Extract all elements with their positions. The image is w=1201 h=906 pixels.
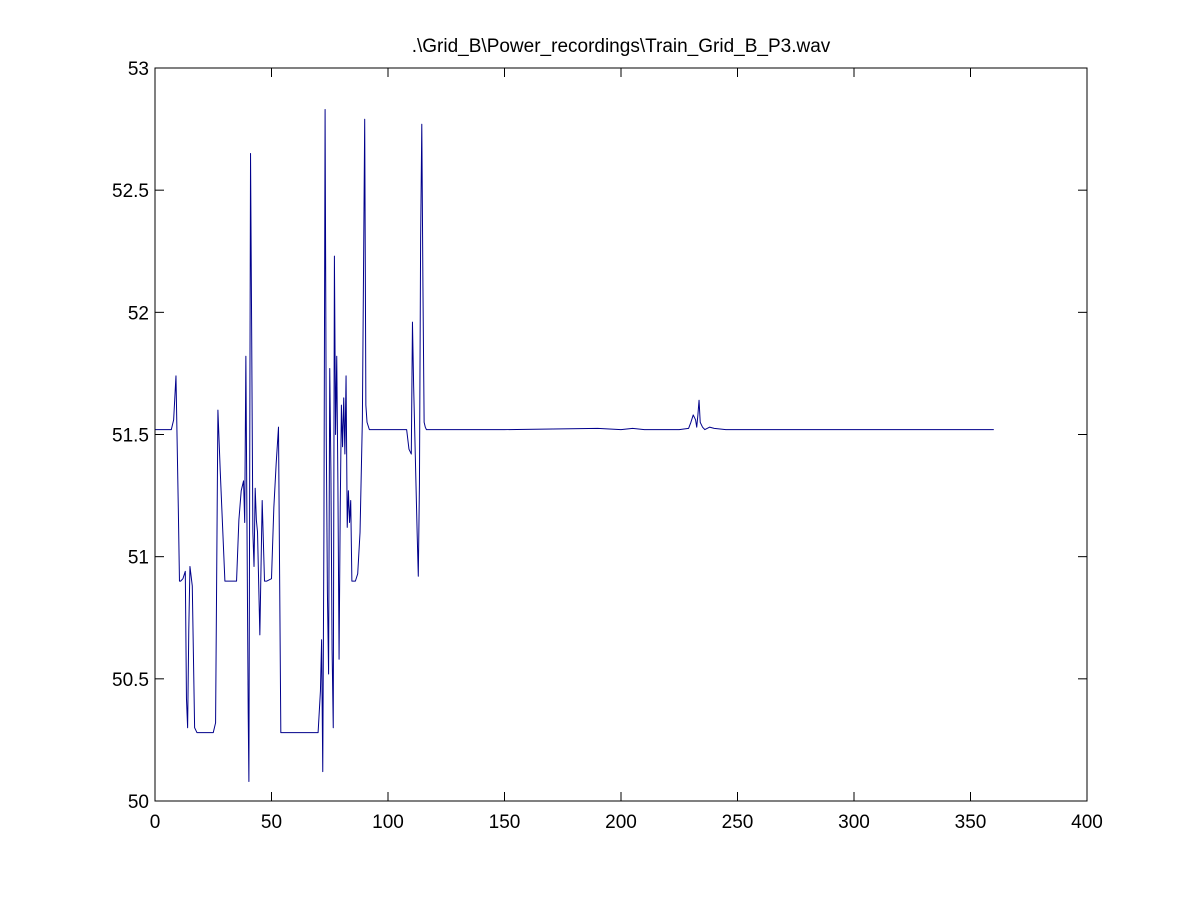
y-tick-label: 51.5 xyxy=(112,426,149,447)
tick-layer: 0 50 100 150 200 250 300 350 4005050.55151.55252… xyxy=(112,59,1103,833)
y-tick-label: 50.5 xyxy=(112,670,149,691)
plot-background xyxy=(155,68,1087,801)
series-line-0 xyxy=(155,109,994,782)
x-tick-label: 150 xyxy=(489,812,521,833)
y-tick-label: 53 xyxy=(128,59,149,80)
x-tick-label: 100 xyxy=(372,812,404,833)
y-tick-label: 50 xyxy=(128,792,149,813)
x-tick-label: 300 xyxy=(838,812,870,833)
x-tick-label: 50 xyxy=(261,812,282,833)
x-tick-label: 200 xyxy=(605,812,637,833)
chart-title: .\Grid_B\Power_recordings\Train_Grid_B_P… xyxy=(412,36,831,57)
x-tick-label: 0 xyxy=(150,812,161,833)
plot-layer xyxy=(155,109,994,782)
x-tick-label: 250 xyxy=(722,812,754,833)
x-tick-label: 350 xyxy=(955,812,987,833)
y-tick-label: 51 xyxy=(128,548,149,569)
y-tick-label: 52 xyxy=(128,303,149,324)
x-tick-label: 400 xyxy=(1071,812,1103,833)
plot-frame xyxy=(154,67,1088,802)
y-tick-label: 52.5 xyxy=(112,181,149,202)
